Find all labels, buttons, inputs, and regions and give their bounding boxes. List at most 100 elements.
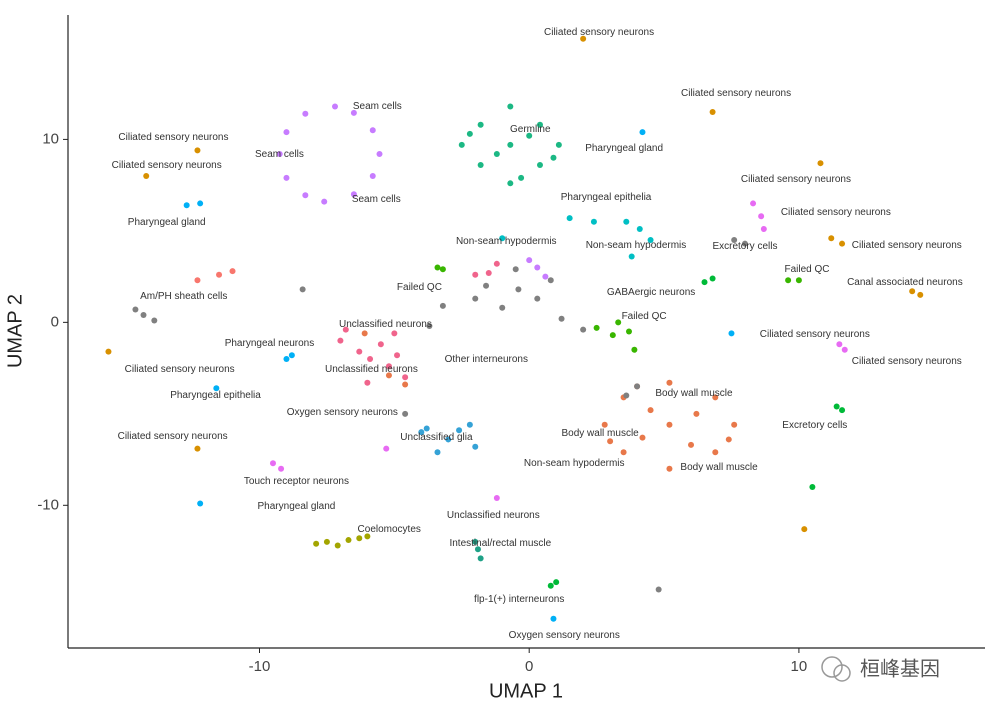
point: [741, 240, 748, 247]
point: [731, 421, 738, 428]
point: [553, 579, 560, 586]
point: [636, 226, 643, 233]
cluster-label: Ciliated sensory neurons: [781, 207, 891, 218]
cluster-label: Failed QC: [784, 264, 829, 275]
cluster-label: Non-seam hypodermis: [586, 240, 687, 251]
point: [194, 277, 201, 284]
point: [105, 348, 112, 355]
cluster-label: Pharyngeal gland: [258, 501, 336, 512]
cluster-label: Oxygen sensory neurons: [287, 407, 398, 418]
point: [631, 346, 638, 353]
cluster-label: Body wall muscle: [680, 462, 758, 473]
point: [278, 465, 285, 472]
cluster-label: Oxygen sensory neurons: [509, 630, 620, 641]
y-axis-label: UMAP 2: [4, 294, 26, 368]
point: [623, 392, 630, 399]
point: [555, 141, 562, 148]
point: [356, 348, 363, 355]
point: [547, 277, 554, 284]
point: [828, 235, 835, 242]
point: [634, 383, 641, 390]
point: [466, 421, 473, 428]
point: [426, 323, 433, 330]
point: [385, 363, 392, 370]
y-tick-label: 0: [51, 313, 59, 330]
cluster-label: Pharyngeal gland: [585, 143, 663, 154]
point: [795, 277, 802, 284]
point: [728, 330, 735, 337]
point: [580, 326, 587, 333]
point: [213, 385, 220, 392]
point: [394, 352, 401, 359]
point: [909, 288, 916, 295]
point: [590, 218, 597, 225]
point: [512, 266, 519, 273]
point: [607, 438, 614, 445]
point: [439, 302, 446, 309]
point: [760, 226, 767, 233]
point: [483, 282, 490, 289]
cluster-label: Ciliated sensory neurons: [681, 88, 791, 99]
cluster-label: Touch receptor neurons: [244, 476, 349, 487]
point: [472, 271, 479, 278]
cluster-label: Non-seam hypodermis: [524, 458, 625, 469]
cluster-label: Pharyngeal epithelia: [561, 192, 652, 203]
point: [536, 121, 543, 128]
cluster-label: Coelomocytes: [358, 524, 421, 535]
point: [499, 235, 506, 242]
point: [434, 264, 441, 271]
cluster-label: Body wall muscle: [655, 388, 733, 399]
point: [383, 445, 390, 452]
point: [197, 500, 204, 507]
point: [639, 434, 646, 441]
point: [620, 449, 627, 456]
point: [647, 407, 654, 414]
point: [518, 174, 525, 181]
point: [350, 109, 357, 116]
point: [456, 427, 463, 434]
point: [493, 494, 500, 501]
point: [542, 273, 549, 280]
cluster-label: Excretory cells: [782, 420, 847, 431]
cluster-label: Ciliated sensory neurons: [112, 160, 222, 171]
point: [534, 264, 541, 271]
point: [276, 151, 283, 158]
point: [493, 151, 500, 158]
point: [609, 332, 616, 339]
cluster-label: Ciliated sensory neurons: [125, 364, 235, 375]
point: [547, 582, 554, 589]
point: [534, 295, 541, 302]
point: [377, 341, 384, 348]
point: [364, 379, 371, 386]
cluster-label: Ciliated sensory neurons: [852, 356, 962, 367]
cluster-label: Ciliated sensory neurons: [852, 240, 962, 251]
point: [364, 533, 371, 540]
point: [917, 291, 924, 298]
cluster-label: Non-seam hypodermis: [456, 236, 557, 247]
point: [625, 328, 632, 335]
point: [499, 304, 506, 311]
point: [361, 330, 368, 337]
point: [666, 465, 673, 472]
point: [507, 103, 514, 110]
cluster-label: Canal associated neurons: [847, 277, 963, 288]
watermark: 桓峰基因: [860, 657, 940, 680]
cluster-label: Unclassified neurons: [325, 364, 418, 375]
point: [376, 151, 383, 158]
point: [566, 215, 573, 222]
point: [229, 268, 236, 275]
point: [493, 260, 500, 267]
point: [391, 330, 398, 337]
point: [418, 429, 425, 436]
x-tick-label: 10: [791, 658, 808, 675]
point: [477, 162, 484, 169]
point: [434, 449, 441, 456]
cluster-label: Seam cells: [352, 194, 401, 205]
cluster-label: Body wall muscle: [561, 428, 639, 439]
cluster-label: Seam cells: [255, 149, 304, 160]
cluster-label: Pharyngeal gland: [128, 217, 206, 228]
point: [712, 449, 719, 456]
point: [337, 337, 344, 344]
point: [423, 425, 430, 432]
point: [485, 269, 492, 276]
